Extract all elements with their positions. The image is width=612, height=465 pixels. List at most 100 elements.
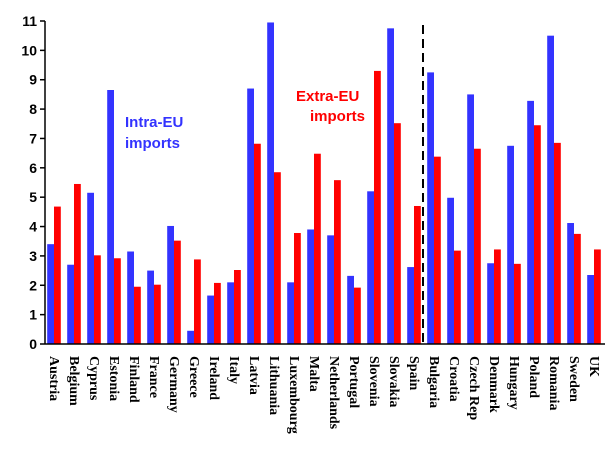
x-axis-category-labels: Austria Belgium Cyprus Estonia Finland France… <box>46 356 601 434</box>
bars-group <box>47 22 601 345</box>
bar-extra-ireland <box>214 282 221 344</box>
x-tick-label-spain: Spain <box>406 356 421 390</box>
bar-intra-slovenia <box>367 191 374 344</box>
x-tick-label-austria: Austria <box>46 356 61 401</box>
bar-extra-bulgaria <box>434 156 441 344</box>
y-tick-label-7: 7 <box>29 130 37 146</box>
x-tick-label-slovakia: Slovakia <box>386 356 401 407</box>
x-tick-label-bulgaria: Bulgaria <box>426 356 441 408</box>
bar-intra-luxembourg <box>287 282 294 344</box>
y-tick-label-0: 0 <box>29 336 37 352</box>
x-tick-label-netherlands: Netherlands <box>326 356 341 430</box>
bar-intra-bulgaria <box>427 72 434 344</box>
x-tick-label-uk: UK <box>586 356 601 377</box>
bar-intra-romania <box>547 35 554 345</box>
bar-intra-slovakia <box>387 28 394 345</box>
intra-eu-annotation-line2: imports <box>125 135 180 152</box>
bar-extra-slovenia <box>374 70 381 345</box>
bar-intra-belgium <box>67 264 74 344</box>
x-tick-label-ireland: Ireland <box>206 356 221 400</box>
x-tick-label-malta: Malta <box>306 356 321 392</box>
bar-extra-netherlands <box>334 180 341 344</box>
bar-intra-cyprus <box>87 192 94 344</box>
x-tick-label-slovenia: Slovenia <box>366 356 381 407</box>
bar-extra-malta <box>314 153 321 344</box>
x-tick-label-hungary: Hungary <box>506 356 521 410</box>
bar-intra-malta <box>307 229 314 344</box>
x-tick-label-belgium: Belgium <box>66 356 81 406</box>
bar-intra-denmark <box>487 263 494 344</box>
x-tick-label-italy: Italy <box>226 356 241 384</box>
y-tick-label-6: 6 <box>29 160 37 176</box>
bar-extra-denmark <box>494 249 501 344</box>
bar-extra-greece <box>194 259 201 344</box>
bar-extra-croatia <box>454 250 461 344</box>
y-tick-label-1: 1 <box>29 307 37 323</box>
bar-intra-spain <box>407 267 414 344</box>
bar-extra-finland <box>134 286 141 344</box>
x-tick-label-france: France <box>146 356 161 398</box>
y-tick-label-9: 9 <box>29 72 37 88</box>
bar-intra-netherlands <box>327 235 334 344</box>
bar-extra-estonia <box>114 258 121 344</box>
bar-intra-croatia <box>447 197 454 344</box>
bar-extra-portugal <box>354 287 361 344</box>
bar-intra-estonia <box>107 90 114 344</box>
x-tick-label-finland: Finland <box>126 356 141 403</box>
bar-extra-czech-rep <box>474 148 481 344</box>
y-tick-label-2: 2 <box>29 277 37 293</box>
x-tick-label-romania: Romania <box>546 356 561 410</box>
bar-intra-uk <box>587 275 594 344</box>
extra-eu-annotation-line1: Extra-EU <box>296 88 359 105</box>
bar-intra-austria <box>47 244 54 344</box>
bar-extra-lithuania <box>274 172 281 344</box>
y-tick-label-8: 8 <box>29 101 37 117</box>
bar-extra-uk <box>594 249 601 344</box>
bar-extra-austria <box>54 206 61 344</box>
x-tick-label-estonia: Estonia <box>106 356 121 401</box>
x-tick-label-latvia: Latvia <box>246 356 261 395</box>
bar-intra-finland <box>127 251 134 344</box>
bar-extra-poland <box>534 125 541 345</box>
x-tick-label-denmark: Denmark <box>486 356 501 413</box>
x-tick-label-greece: Greece <box>186 356 201 398</box>
y-tick-label-5: 5 <box>29 189 37 205</box>
y-tick-label-3: 3 <box>29 248 37 264</box>
y-tick-label-4: 4 <box>29 219 37 235</box>
bar-extra-belgium <box>74 183 81 344</box>
bar-extra-luxembourg <box>294 233 301 344</box>
bar-extra-france <box>154 284 161 344</box>
bar-intra-ireland <box>207 295 214 344</box>
bar-extra-germany <box>174 240 181 344</box>
bar-extra-slovakia <box>394 123 401 344</box>
y-axis-ticks: 0 1 2 3 4 5 6 7 8 9 10 11 <box>21 13 45 352</box>
extra-eu-annotation-line2: imports <box>310 108 365 125</box>
x-tick-label-portugal: Portugal <box>346 356 361 408</box>
bar-intra-germany <box>167 225 174 344</box>
bar-intra-portugal <box>347 275 354 344</box>
bar-intra-sweden <box>567 223 574 344</box>
bar-intra-latvia <box>247 88 254 344</box>
x-tick-label-germany: Germany <box>166 356 181 413</box>
bar-extra-hungary <box>514 263 521 344</box>
x-tick-label-czech-rep: Czech Rep <box>466 356 481 420</box>
bar-extra-romania <box>554 142 561 344</box>
y-tick-label-10: 10 <box>21 42 37 58</box>
bar-extra-sweden <box>574 233 581 344</box>
y-tick-label-11: 11 <box>22 13 37 29</box>
x-tick-label-croatia: Croatia <box>446 356 461 402</box>
bar-extra-italy <box>234 270 241 344</box>
bar-intra-greece <box>187 330 194 344</box>
x-tick-label-poland: Poland <box>526 356 541 398</box>
bar-extra-cyprus <box>94 255 101 344</box>
bar-intra-france <box>147 270 154 344</box>
x-tick-label-luxembourg: Luxembourg <box>286 356 301 434</box>
bar-intra-hungary <box>507 145 514 344</box>
bar-intra-poland <box>527 100 534 345</box>
bar-extra-spain <box>414 205 421 344</box>
bar-intra-lithuania <box>267 22 274 344</box>
intra-eu-annotation-line1: Intra-EU <box>125 114 183 131</box>
bar-intra-czech-rep <box>467 94 474 344</box>
bar-intra-italy <box>227 282 234 344</box>
